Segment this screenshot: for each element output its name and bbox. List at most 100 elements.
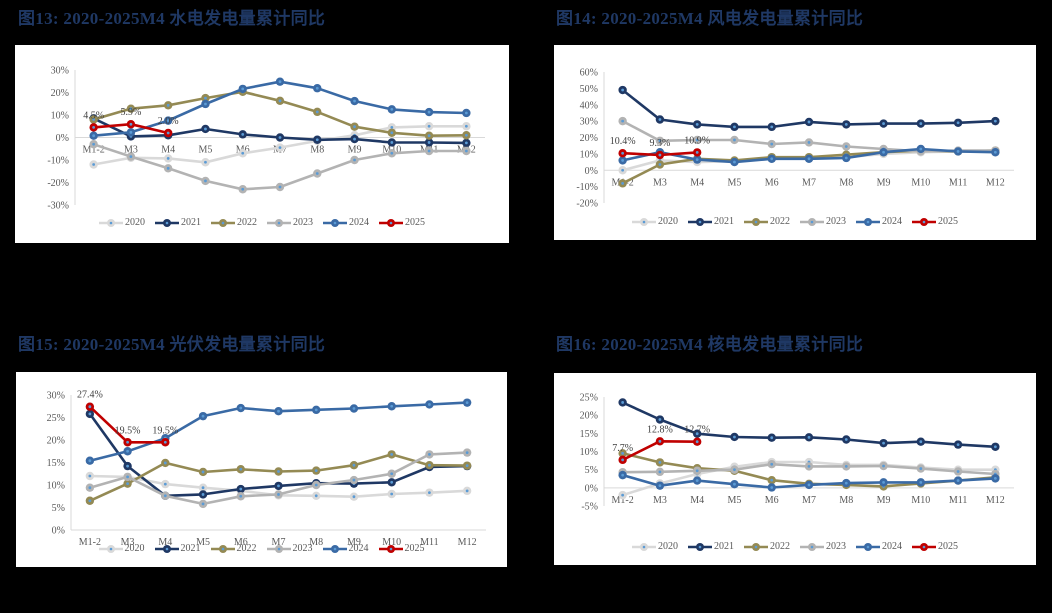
legend-marker-icon bbox=[912, 542, 936, 551]
x-tick-label: M6 bbox=[765, 177, 779, 188]
series-2021 bbox=[85, 409, 472, 500]
series-2023 bbox=[85, 448, 472, 509]
x-tick-label: M5 bbox=[199, 145, 213, 156]
legend-marker-icon bbox=[688, 542, 712, 551]
data-label: 10.9% bbox=[684, 135, 710, 146]
x-tick-label: M4 bbox=[158, 537, 172, 548]
data-label: 27.4% bbox=[77, 390, 103, 401]
x-tick-label: M10 bbox=[911, 495, 930, 506]
y-tick-label: 20% bbox=[47, 436, 65, 447]
chart-plot-area: 30%20%10%0%-10%-20%-30%M1-2M3M4M5M6M7M8M… bbox=[47, 66, 485, 212]
x-tick-label: M1-2 bbox=[79, 537, 101, 548]
legend-item-2021: 2021 bbox=[155, 217, 201, 228]
x-tick-label: M8 bbox=[839, 177, 853, 188]
x-tick-label: M11 bbox=[420, 537, 439, 548]
series-2025 bbox=[85, 402, 170, 447]
figure-13-title: 图13: 2020-2025M4 水电发电量累计同比 bbox=[18, 9, 326, 28]
legend-marker-icon bbox=[211, 218, 235, 227]
y-tick-label: 5% bbox=[585, 465, 598, 476]
legend-item-2022: 2022 bbox=[744, 216, 790, 227]
legend-label: 2020 bbox=[125, 217, 145, 228]
hydro-power-chart: 30%20%10%0%-10%-20%-30%M1-2M3M4M5M6M7M8M… bbox=[15, 45, 509, 243]
legend-item-2023: 2023 bbox=[266, 543, 313, 554]
chart-plot-area: 25% 20% 15% 10% 5% 0% -5% M1-2 M3 M4 M5 M6 M7 M8 M9 M10… bbox=[580, 393, 1014, 513]
data-label: 7.7% bbox=[612, 443, 633, 454]
legend-marker-icon bbox=[856, 217, 880, 226]
series-2024 bbox=[89, 77, 471, 140]
series-2024 bbox=[85, 398, 472, 465]
x-tick-label: M4 bbox=[690, 177, 704, 188]
x-tick-label: M12 bbox=[458, 537, 477, 548]
x-tick-label: M3 bbox=[121, 537, 135, 548]
legend-label: 2021 bbox=[714, 216, 734, 227]
y-tick-label: 0% bbox=[52, 526, 65, 537]
legend-label: 2021 bbox=[181, 217, 201, 228]
series-2025 bbox=[618, 148, 702, 160]
legend-label: 2020 bbox=[658, 541, 678, 552]
legend-item-2024: 2024 bbox=[322, 543, 369, 554]
legend-label: 2022 bbox=[770, 541, 790, 552]
legend-label: 2023 bbox=[293, 217, 313, 228]
data-label: 12.8% bbox=[647, 424, 673, 435]
legend-label: 2024 bbox=[882, 216, 902, 227]
x-tick-label: M11 bbox=[949, 495, 968, 506]
x-tick-label: M6 bbox=[234, 537, 248, 548]
nuclear-power-chart: 25% 20% 15% 10% 5% 0% -5% M1-2 M3 M4 M5 M6 M7 M8 M9 M10… bbox=[554, 373, 1036, 565]
x-tick-label: M8 bbox=[839, 495, 853, 506]
legend-marker-icon bbox=[632, 217, 656, 226]
x-tick-label: M9 bbox=[877, 495, 891, 506]
x-tick-label: M3 bbox=[124, 145, 138, 156]
legend-marker-icon bbox=[632, 542, 656, 551]
x-tick-label: M4 bbox=[161, 145, 175, 156]
wind-power-chart: 60%50%40%30%20%10%0%-10%-20%M1-2M3M4M5M6… bbox=[554, 45, 1036, 240]
x-tick-label: M7 bbox=[802, 495, 816, 506]
legend-label: 2024 bbox=[348, 543, 369, 554]
y-tick-label: -5% bbox=[581, 502, 598, 513]
chart-plot-area: 30% 25% 20% 15% 10% 5% 0% M1-2 M3 M4 M5 M6 M7 M8 M9 M10… bbox=[47, 390, 486, 548]
legend-marker-icon bbox=[379, 218, 403, 227]
legend-item-2022: 2022 bbox=[210, 543, 257, 554]
series-2021 bbox=[618, 398, 1000, 451]
x-tick-label: M4 bbox=[690, 495, 704, 506]
figure-15-title: 图15: 2020-2025M4 光伏发电量累计同比 bbox=[18, 335, 326, 354]
x-tick-label: M12 bbox=[986, 177, 1005, 188]
legend-label: 2024 bbox=[349, 217, 369, 228]
legend-item-2023: 2023 bbox=[267, 217, 313, 228]
data-label: 5.9% bbox=[120, 107, 141, 118]
x-tick-label: M9 bbox=[877, 177, 891, 188]
series-2022 bbox=[85, 450, 472, 505]
legend-item-2024: 2024 bbox=[856, 216, 902, 227]
legend-label: 2021 bbox=[180, 543, 201, 554]
chart-legend: 2020 2021 2022 2023 2024 2025 bbox=[16, 543, 507, 554]
y-tick-label: 40% bbox=[580, 100, 598, 111]
y-tick-label: -30% bbox=[47, 201, 69, 212]
legend-marker-icon bbox=[912, 217, 936, 226]
legend-label: 2020 bbox=[658, 216, 678, 227]
legend-item-2025: 2025 bbox=[378, 543, 425, 554]
legend-item-2021: 2021 bbox=[688, 216, 734, 227]
legend-item-2020: 2020 bbox=[99, 217, 145, 228]
series-2025 bbox=[618, 437, 702, 465]
x-tick-label: M9 bbox=[348, 145, 362, 156]
series-2024 bbox=[618, 470, 1000, 492]
legend-marker-icon bbox=[323, 218, 347, 227]
x-tick-label: M1-2 bbox=[83, 145, 105, 156]
y-tick-label: 5% bbox=[52, 503, 65, 514]
legend-label: 2025 bbox=[938, 216, 958, 227]
x-tick-label: M1-2 bbox=[612, 495, 634, 506]
y-tick-label: 30% bbox=[580, 117, 598, 128]
legend-item-2025: 2025 bbox=[912, 216, 958, 227]
x-tick-label: M3 bbox=[653, 495, 667, 506]
legend-label: 2024 bbox=[882, 541, 902, 552]
x-tick-label: M11 bbox=[949, 177, 968, 188]
legend-item-2023: 2023 bbox=[800, 541, 846, 552]
legend-marker-icon bbox=[800, 542, 824, 551]
y-tick-label: 60% bbox=[580, 68, 598, 79]
y-tick-label: 20% bbox=[580, 411, 598, 422]
legend-marker-icon bbox=[688, 217, 712, 226]
series-2023 bbox=[89, 140, 471, 194]
y-tick-label: 25% bbox=[47, 413, 65, 424]
legend-label: 2022 bbox=[237, 217, 257, 228]
legend-marker-icon bbox=[210, 544, 235, 553]
legend-label: 2025 bbox=[405, 217, 425, 228]
